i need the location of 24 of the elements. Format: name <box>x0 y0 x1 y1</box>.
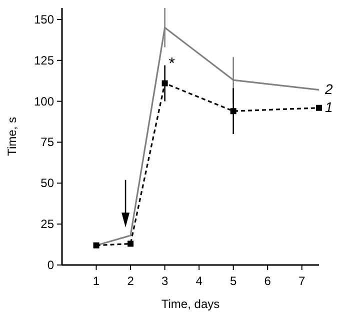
series-label: 2 <box>324 80 333 97</box>
y-tick-label: 0 <box>47 258 54 272</box>
x-tick-label: 2 <box>127 274 134 288</box>
x-tick-label: 7 <box>298 274 306 288</box>
y-axis-title: Time, s <box>5 117 19 156</box>
series-label: 1 <box>325 98 333 115</box>
y-tick-label: 25 <box>40 217 54 232</box>
x-tick-label: 6 <box>264 274 272 288</box>
y-tick-label: 150 <box>34 12 54 26</box>
y-tick-label: 100 <box>34 94 54 108</box>
y-tick-label: 75 <box>40 135 54 150</box>
point <box>128 240 134 247</box>
point <box>230 108 236 114</box>
x-axis-title: Time, days <box>161 297 220 311</box>
point <box>316 104 322 111</box>
annotation: * <box>168 55 176 72</box>
y-tick-label: 125 <box>34 53 54 68</box>
x-tick-label: 3 <box>161 274 168 288</box>
x-tick-label: 1 <box>92 274 100 288</box>
point <box>93 242 100 248</box>
point <box>162 80 168 86</box>
x-tick-label: 5 <box>230 274 237 288</box>
y-tick-label: 50 <box>40 176 54 190</box>
x-tick-label: 4 <box>196 274 203 288</box>
